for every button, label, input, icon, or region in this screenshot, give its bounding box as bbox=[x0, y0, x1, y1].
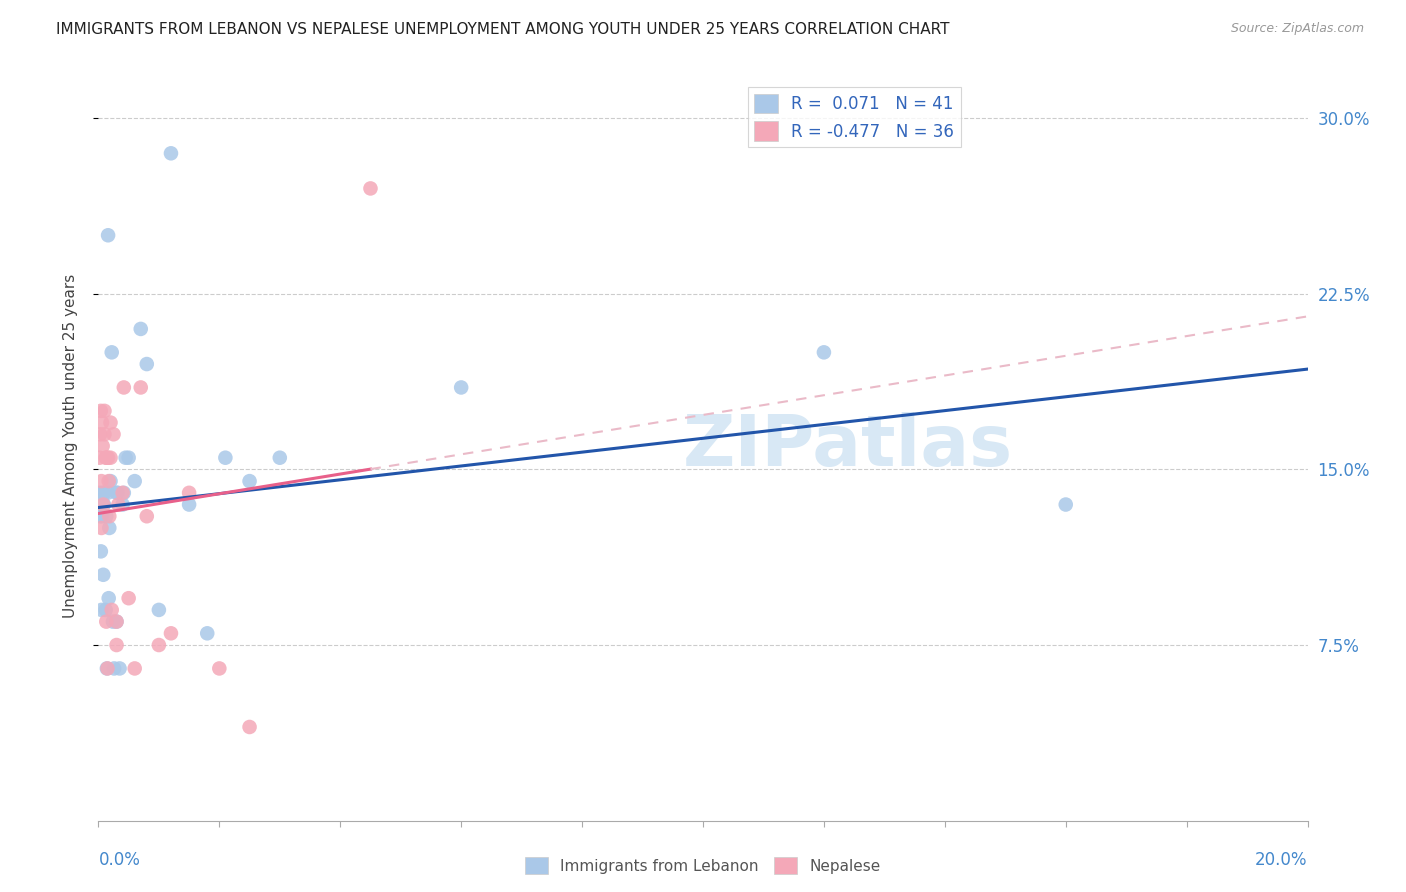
Point bbox=[105, 615, 128, 629]
Point bbox=[124, 661, 146, 675]
Point bbox=[118, 450, 141, 465]
Point bbox=[208, 661, 231, 675]
Point bbox=[90, 544, 112, 558]
Point bbox=[160, 146, 183, 161]
Point bbox=[101, 615, 124, 629]
Point bbox=[100, 603, 122, 617]
Text: 0.0%: 0.0% bbox=[98, 851, 141, 869]
Point bbox=[96, 485, 118, 500]
Point bbox=[148, 638, 170, 652]
Point bbox=[91, 439, 114, 453]
Text: Source: ZipAtlas.com: Source: ZipAtlas.com bbox=[1230, 22, 1364, 36]
Point bbox=[135, 509, 157, 524]
Point bbox=[96, 661, 118, 675]
Point bbox=[89, 450, 111, 465]
Point bbox=[91, 485, 114, 500]
Point bbox=[93, 498, 115, 512]
Point bbox=[103, 661, 125, 675]
Point bbox=[179, 485, 201, 500]
Point bbox=[93, 404, 115, 418]
Point bbox=[239, 720, 262, 734]
Point bbox=[269, 450, 291, 465]
Point bbox=[90, 404, 112, 418]
Point bbox=[450, 380, 472, 394]
Point bbox=[112, 380, 135, 394]
Point bbox=[94, 603, 117, 617]
Point bbox=[148, 603, 170, 617]
Point bbox=[90, 521, 112, 535]
Point bbox=[105, 485, 128, 500]
Point bbox=[100, 416, 122, 430]
Legend: Immigrants from Lebanon, Nepalese: Immigrants from Lebanon, Nepalese bbox=[519, 851, 887, 880]
Point bbox=[91, 509, 114, 524]
Point bbox=[160, 626, 183, 640]
Point bbox=[96, 615, 118, 629]
Point bbox=[98, 509, 121, 524]
Point bbox=[107, 498, 129, 512]
Point bbox=[91, 567, 114, 582]
Point bbox=[1054, 498, 1077, 512]
Point bbox=[89, 485, 111, 500]
Point bbox=[105, 615, 128, 629]
Point bbox=[100, 450, 122, 465]
Point bbox=[360, 181, 382, 195]
Point bbox=[93, 485, 115, 500]
Text: 20.0%: 20.0% bbox=[1256, 851, 1308, 869]
Point bbox=[111, 498, 134, 512]
Point bbox=[103, 427, 125, 442]
Point bbox=[93, 427, 115, 442]
Point bbox=[94, 450, 117, 465]
Point bbox=[114, 450, 136, 465]
Point bbox=[129, 322, 152, 336]
Point bbox=[118, 591, 141, 606]
Point bbox=[111, 485, 134, 500]
Point bbox=[108, 661, 131, 675]
Point bbox=[90, 603, 112, 617]
Point bbox=[107, 485, 129, 500]
Point bbox=[97, 591, 120, 606]
Y-axis label: Unemployment Among Youth under 25 years: Unemployment Among Youth under 25 years bbox=[63, 274, 77, 618]
Point bbox=[89, 509, 111, 524]
Point bbox=[96, 450, 118, 465]
Text: IMMIGRANTS FROM LEBANON VS NEPALESE UNEMPLOYMENT AMONG YOUTH UNDER 25 YEARS CORR: IMMIGRANTS FROM LEBANON VS NEPALESE UNEM… bbox=[56, 22, 949, 37]
Point bbox=[813, 345, 835, 359]
Point bbox=[90, 474, 112, 488]
Point bbox=[135, 357, 157, 371]
Point bbox=[239, 474, 262, 488]
Point bbox=[214, 450, 236, 465]
Point bbox=[105, 638, 128, 652]
Point bbox=[91, 416, 114, 430]
Point bbox=[89, 427, 111, 442]
Point bbox=[100, 345, 122, 359]
Point bbox=[96, 661, 118, 675]
Point bbox=[98, 521, 121, 535]
Point bbox=[179, 498, 201, 512]
Point bbox=[100, 474, 122, 488]
Text: ZIPatlas: ZIPatlas bbox=[683, 411, 1014, 481]
Point bbox=[195, 626, 218, 640]
Point bbox=[124, 474, 146, 488]
Legend: R =  0.071   N = 41, R = -0.477   N = 36: R = 0.071 N = 41, R = -0.477 N = 36 bbox=[748, 87, 960, 147]
Point bbox=[96, 509, 118, 524]
Point bbox=[97, 474, 120, 488]
Point bbox=[97, 450, 120, 465]
Point bbox=[97, 228, 120, 243]
Point bbox=[129, 380, 152, 394]
Point bbox=[112, 485, 135, 500]
Point bbox=[91, 498, 114, 512]
